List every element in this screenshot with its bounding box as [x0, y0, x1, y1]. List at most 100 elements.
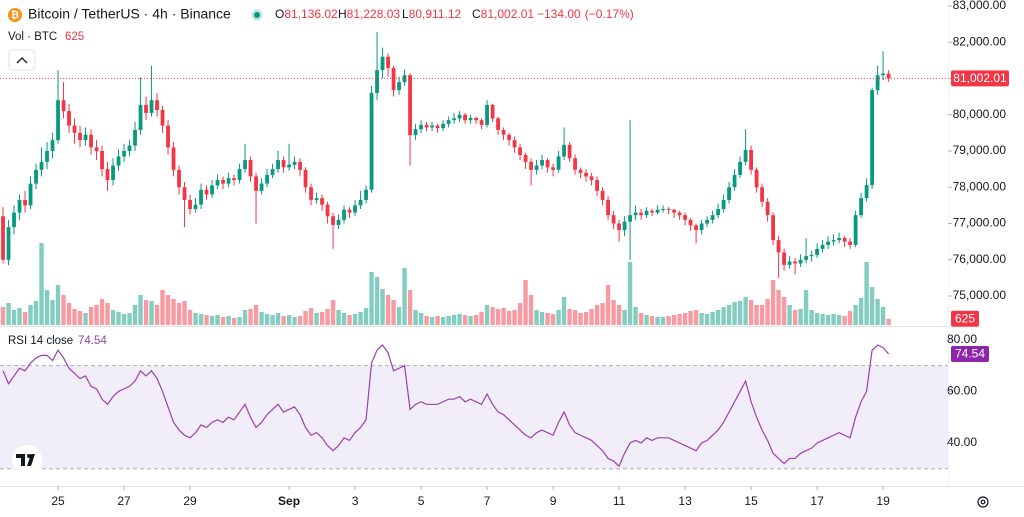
collapse-icon [16, 57, 28, 64]
candle-body [716, 208, 720, 216]
volume-bar [336, 310, 341, 325]
candle-body [732, 174, 737, 188]
volume-bar [611, 300, 616, 325]
candle-body [331, 216, 335, 225]
candle-body [853, 215, 858, 245]
volume-bar [446, 316, 451, 325]
candle-body [534, 165, 539, 170]
candle-body [688, 219, 693, 226]
volume-bar [622, 310, 627, 325]
volume-bar [770, 280, 776, 325]
candle-body [479, 120, 484, 125]
candle-body [375, 70, 379, 93]
candle-body [408, 75, 412, 136]
volume-bar [341, 313, 347, 325]
candle-body [578, 169, 583, 173]
volume-bar [121, 314, 127, 325]
volume-bar [765, 299, 770, 325]
candle-body [149, 100, 154, 113]
candle-body [303, 169, 308, 188]
volume-bar [600, 303, 605, 325]
candle-body [122, 150, 126, 157]
volume-bar [314, 313, 319, 325]
candle-body [188, 199, 192, 209]
volume-bar [6, 303, 11, 325]
candle-body [386, 56, 390, 68]
symbol-title: Bitcoin / TetherUS · 4h · Binance [28, 6, 231, 22]
candle-body [628, 215, 632, 222]
volume-bar [781, 297, 787, 325]
volume-bar [352, 314, 358, 325]
candle-body [287, 164, 291, 168]
volume-bar [550, 314, 556, 325]
x-tick-label: 11 [613, 494, 626, 508]
volume-bar [138, 295, 143, 325]
volume-bar [809, 310, 814, 325]
candle-body [281, 160, 286, 168]
volume-bar [732, 302, 737, 325]
rsi-band-fill [0, 365, 948, 469]
candle-body [573, 158, 577, 170]
volume-bar [501, 308, 506, 325]
candle-body [870, 90, 874, 186]
x-tick-label: 5 [418, 494, 425, 508]
candle-body [661, 208, 665, 210]
volume-bar [110, 310, 116, 325]
candle-body [765, 201, 770, 216]
volume-bar [22, 312, 28, 325]
volume-bar [369, 272, 374, 325]
candle-body [699, 223, 704, 231]
candle-body [347, 209, 352, 213]
volume-bar [495, 309, 501, 325]
candle-body [738, 161, 742, 175]
candle-body [210, 185, 214, 195]
volume-bar [633, 307, 638, 325]
candle-body [589, 176, 594, 180]
coin-glyph: ₿ [11, 9, 19, 21]
volume-bar [792, 310, 798, 325]
change-value: −134.00 [537, 7, 581, 21]
candle-body [683, 215, 687, 220]
volume-bar [88, 307, 94, 325]
candle-body [518, 147, 522, 155]
collapse-button[interactable] [8, 49, 36, 71]
candle-body [232, 178, 236, 180]
volume-bar [512, 310, 517, 325]
candle-body [28, 183, 33, 206]
candle-body [353, 205, 357, 213]
volume-bar [171, 299, 176, 325]
candle-body [644, 210, 649, 216]
candle-body [254, 176, 258, 191]
candle-body [710, 215, 715, 220]
candle-body [342, 209, 346, 220]
volume-bar [517, 303, 523, 325]
candle-body [496, 118, 500, 130]
volume-bar [176, 303, 182, 325]
volume-bar [682, 313, 688, 325]
candle-body [199, 189, 203, 205]
candle-body [45, 150, 49, 162]
candle-body [364, 189, 368, 200]
candle-body [881, 73, 885, 76]
candle-body [94, 147, 99, 151]
candle-body [754, 169, 759, 188]
candle-body [523, 154, 528, 162]
candle-body [309, 187, 313, 200]
candle-body [666, 208, 671, 210]
candle-body [83, 134, 88, 141]
volume-bar [666, 316, 671, 325]
ohlc-item: C81,002.01 [472, 7, 534, 21]
tv-logo [12, 445, 42, 475]
volume-bar [17, 308, 22, 325]
volume-bar [204, 315, 209, 325]
marks [0, 32, 948, 470]
candle-body [391, 67, 396, 91]
volume-bar [259, 312, 264, 325]
settings-icon[interactable] [977, 496, 989, 508]
ohlc-value: 81,002.01 [481, 7, 535, 21]
volume-bar [864, 262, 869, 325]
volume-bar [506, 311, 512, 325]
candle-body [12, 212, 16, 228]
volume-bar [523, 280, 528, 325]
